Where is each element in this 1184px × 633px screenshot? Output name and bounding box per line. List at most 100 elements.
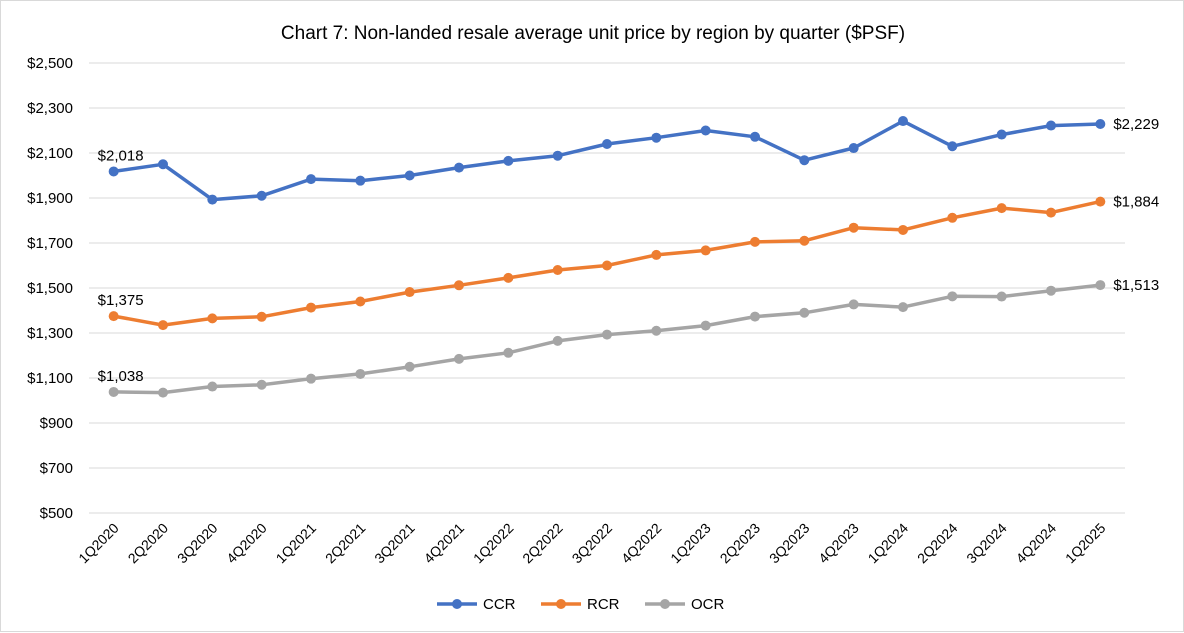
data-point-rcr bbox=[207, 313, 218, 324]
data-point-ccr bbox=[552, 150, 563, 161]
end-data-label: $1,513 bbox=[1113, 277, 1159, 294]
data-point-ccr bbox=[700, 125, 711, 136]
data-point-ccr bbox=[454, 162, 464, 173]
data-point-ccr bbox=[503, 155, 514, 166]
x-axis-ticks: 1Q2020 2Q2020 3Q2020 4Q2020 1Q2021 2Q2021 3Q20… bbox=[75, 520, 1108, 567]
data-point-rcr bbox=[454, 280, 464, 291]
data-point-rcr bbox=[799, 235, 810, 246]
data-point-rcr bbox=[256, 311, 267, 322]
x-tick-label: 1Q2025 bbox=[1062, 520, 1109, 567]
x-tick-label: 4Q2021 bbox=[421, 520, 468, 567]
data-point-ccr bbox=[158, 159, 168, 170]
data-point-ocr bbox=[404, 361, 415, 372]
x-tick-label: 3Q2021 bbox=[371, 520, 418, 567]
x-tick-label: 4Q2020 bbox=[223, 520, 270, 567]
x-tick-label: 3Q2022 bbox=[569, 520, 616, 567]
data-point-rcr bbox=[750, 236, 760, 247]
data-point-rcr bbox=[700, 245, 711, 256]
data-point-ocr bbox=[158, 387, 168, 398]
x-tick-label: 1Q2024 bbox=[865, 520, 912, 567]
start-data-label: $1,038 bbox=[98, 368, 144, 385]
data-point-ccr bbox=[1046, 120, 1056, 131]
data-point-ccr bbox=[602, 139, 612, 149]
data-point-ccr bbox=[207, 194, 218, 205]
data-point-ccr bbox=[1095, 118, 1106, 129]
legend-marker bbox=[556, 599, 566, 609]
data-point-rcr bbox=[1046, 207, 1056, 218]
data-point-ccr bbox=[404, 170, 415, 181]
x-tick-label: 1Q2023 bbox=[667, 520, 714, 567]
data-point-rcr bbox=[108, 311, 119, 322]
legend-marker bbox=[452, 599, 462, 609]
data-point-ccr bbox=[898, 116, 908, 127]
data-point-rcr bbox=[651, 249, 662, 260]
data-labels: $2,018 $2,229 $1,375 $1,884 $1,038 $1,513 bbox=[98, 116, 1160, 385]
data-point-ccr bbox=[750, 131, 760, 142]
data-point-rcr bbox=[602, 260, 612, 271]
data-point-ocr bbox=[503, 347, 514, 358]
data-point-rcr bbox=[552, 265, 563, 275]
data-point-ocr bbox=[947, 291, 958, 302]
data-point-rcr bbox=[355, 296, 366, 307]
data-point-rcr bbox=[158, 320, 168, 331]
data-point-ocr bbox=[256, 379, 267, 390]
end-data-label: $2,229 bbox=[1113, 116, 1159, 133]
x-tick-label: 2Q2021 bbox=[322, 520, 369, 567]
y-tick-label: $1,900 bbox=[27, 190, 73, 207]
x-tick-label: 1Q2022 bbox=[470, 520, 517, 567]
y-tick-label: $700 bbox=[40, 460, 73, 477]
x-tick-label: 1Q2021 bbox=[273, 520, 320, 567]
x-tick-label: 4Q2024 bbox=[1013, 520, 1060, 567]
data-point-ccr bbox=[355, 175, 366, 186]
data-point-rcr bbox=[898, 224, 908, 235]
data-point-ccr bbox=[947, 141, 958, 152]
data-point-ocr bbox=[848, 299, 859, 310]
x-tick-label: 3Q2020 bbox=[174, 520, 221, 567]
y-axis-ticks: $500 $700 $900 $1,100 $1,300 $1,500 $1,700 $1,9… bbox=[27, 55, 73, 522]
gridlines bbox=[89, 62, 1125, 514]
y-tick-label: $2,300 bbox=[27, 100, 73, 117]
data-point-ccr bbox=[306, 174, 316, 185]
x-tick-label: 4Q2022 bbox=[618, 520, 665, 567]
y-tick-label: $1,700 bbox=[27, 235, 73, 252]
legend-label: CCR bbox=[483, 596, 516, 613]
data-point-ocr bbox=[306, 373, 316, 384]
x-tick-label: 4Q2023 bbox=[815, 520, 862, 567]
data-point-ocr bbox=[1046, 285, 1056, 296]
data-point-ocr bbox=[1095, 280, 1106, 291]
data-point-ocr bbox=[799, 307, 810, 318]
data-point-ccr bbox=[108, 166, 119, 177]
legend: CCR RCR OCR bbox=[437, 596, 725, 613]
data-point-rcr bbox=[306, 302, 316, 313]
x-tick-label: 2Q2020 bbox=[125, 520, 172, 567]
legend-marker bbox=[660, 599, 670, 609]
data-point-rcr bbox=[404, 287, 415, 298]
y-tick-label: $1,300 bbox=[27, 325, 73, 342]
data-point-ocr bbox=[552, 335, 563, 346]
data-point-ocr bbox=[602, 329, 612, 340]
start-data-label: $1,375 bbox=[98, 292, 144, 309]
data-point-rcr bbox=[503, 272, 514, 283]
data-point-ocr bbox=[651, 325, 662, 336]
y-tick-label: $2,100 bbox=[27, 145, 73, 162]
data-point-ocr bbox=[108, 386, 119, 397]
legend-label: OCR bbox=[691, 596, 725, 613]
end-data-label: $1,884 bbox=[1113, 194, 1159, 211]
y-tick-label: $1,100 bbox=[27, 370, 73, 387]
y-tick-label: $500 bbox=[40, 505, 73, 522]
data-point-ocr bbox=[996, 291, 1007, 302]
data-point-rcr bbox=[1095, 196, 1106, 207]
data-point-ccr bbox=[256, 190, 267, 201]
data-point-ocr bbox=[898, 302, 908, 313]
data-point-ccr bbox=[651, 132, 662, 143]
x-tick-label: 2Q2024 bbox=[914, 520, 961, 567]
x-tick-label: 2Q2023 bbox=[717, 520, 764, 567]
chart-title: Chart 7: Non-landed resale average unit … bbox=[281, 23, 905, 44]
x-tick-label: 2Q2022 bbox=[519, 520, 566, 567]
start-data-label: $2,018 bbox=[98, 147, 144, 164]
x-tick-label: 3Q2024 bbox=[963, 520, 1010, 567]
series-line-ccr bbox=[113, 119, 1101, 202]
data-point-ocr bbox=[750, 311, 760, 322]
